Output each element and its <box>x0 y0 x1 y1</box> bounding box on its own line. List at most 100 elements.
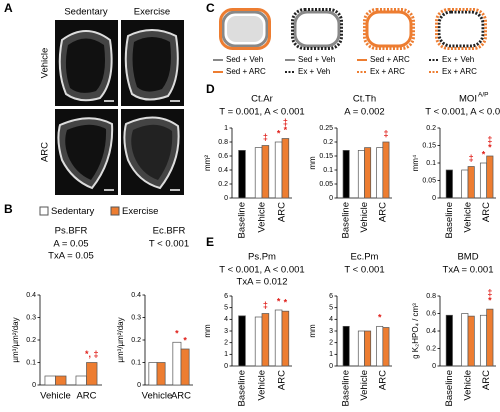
bar <box>357 150 365 199</box>
x-tick-label: Vehicle <box>359 370 370 401</box>
y-tick-label: 0.8 <box>426 293 436 300</box>
bar <box>467 315 475 367</box>
legend-label: Sed + ARC <box>226 67 266 76</box>
bar <box>238 150 246 199</box>
y-tick-label: 0 <box>224 363 228 370</box>
y-axis-label: µm³/µm²/day <box>116 317 125 362</box>
bar <box>479 314 488 367</box>
y-tick-label: 4 <box>224 316 228 323</box>
bar <box>261 145 270 199</box>
x-tick-label: Vehicle <box>463 370 474 401</box>
y-tick-label: 0 <box>329 195 333 202</box>
x-tick-label: Baseline <box>444 370 455 406</box>
legend-label: Sed + Veh <box>298 55 335 64</box>
significance-marker: * <box>277 128 281 138</box>
bar <box>156 362 166 386</box>
stats-text: T < 0.001, A < 0.001 <box>219 265 304 276</box>
y-tick-label: 0.05 <box>319 181 333 188</box>
y-tick-label: 0.2 <box>323 139 333 146</box>
stats-text: TxA = 0.001 <box>443 265 494 276</box>
bar <box>274 309 283 367</box>
bone-fill <box>227 16 263 42</box>
bar <box>281 138 290 199</box>
chart-title: Ps.BFR <box>55 226 88 237</box>
row-label: Vehicle <box>40 48 51 79</box>
x-tick-label: Vehicle <box>257 202 268 233</box>
bar <box>172 341 182 386</box>
bar <box>364 147 372 199</box>
y-tick-label: 0.1 <box>323 167 333 174</box>
significance-marker: * <box>284 125 288 135</box>
significance-marker: ‡ <box>263 300 268 310</box>
x-tick-label: ARC <box>76 391 96 402</box>
significance-marker: ‡ <box>469 153 474 163</box>
y-axis-label: mm⁴ <box>411 154 420 171</box>
significance-marker: ‡ <box>487 134 492 144</box>
bar <box>281 310 290 367</box>
chart-title: Ct.Ar <box>251 94 273 105</box>
x-tick-label: ARC <box>377 202 388 222</box>
y-tick-label: 0.1 <box>131 359 141 366</box>
y-tick-label: 0.3 <box>26 314 36 321</box>
y-axis-label: mm <box>203 324 212 338</box>
chart-title: Ps.Pm <box>248 252 276 263</box>
bone-outline <box>219 8 271 50</box>
y-tick-label: 0.25 <box>319 125 333 132</box>
y-tick-label: 6 <box>329 293 333 300</box>
y-tick-label: 0.2 <box>218 181 228 188</box>
bone-outline <box>221 10 269 48</box>
chart-title: Ct.Th <box>353 94 376 105</box>
bone-outline <box>291 8 343 50</box>
y-tick-label: 0 <box>224 195 228 202</box>
bar <box>55 375 67 386</box>
y-tick-label: 3 <box>329 328 333 335</box>
bar <box>148 362 158 386</box>
x-tick-label: Vehicle <box>142 391 173 402</box>
bar <box>180 348 190 386</box>
bar <box>261 313 270 367</box>
x-tick-label: Vehicle <box>463 202 474 233</box>
y-tick-label: 2 <box>224 340 228 347</box>
y-tick-label: 0 <box>432 363 436 370</box>
y-tick-label: 1 <box>224 125 228 132</box>
panel-label: A <box>4 1 13 15</box>
x-tick-label: Baseline <box>341 202 352 238</box>
y-tick-label: 0 <box>137 382 141 389</box>
bone-outline <box>363 8 415 50</box>
bar <box>461 169 469 199</box>
bone-marrow <box>65 38 105 93</box>
bar <box>376 147 384 199</box>
y-tick-label: 0.2 <box>131 337 141 344</box>
y-tick-label: 0.4 <box>131 292 141 299</box>
bar <box>486 308 494 367</box>
chart-title: BMD <box>457 252 478 263</box>
y-tick-label: 0 <box>432 195 436 202</box>
y-axis-label: mm² <box>203 155 212 171</box>
chart-title-sup: A/P <box>478 92 488 99</box>
bar <box>254 147 263 199</box>
bar <box>445 169 453 199</box>
significance-marker: * <box>284 298 288 308</box>
x-tick-label: ARC <box>277 202 288 222</box>
bar <box>238 315 246 367</box>
y-tick-label: 3 <box>224 328 228 335</box>
x-tick-label: Vehicle <box>40 391 71 402</box>
x-tick-label: ARC <box>481 202 492 222</box>
y-tick-label: 0.4 <box>218 167 228 174</box>
significance-marker: * <box>378 313 382 323</box>
legend-label: Ex + ARC <box>442 67 477 76</box>
y-tick-label: 0.4 <box>426 328 436 335</box>
y-tick-label: 6 <box>224 293 228 300</box>
stats-text: A = 0.002 <box>344 107 384 118</box>
y-tick-label: 0.6 <box>218 153 228 160</box>
bar <box>357 330 365 367</box>
bone-outline <box>435 8 487 50</box>
y-tick-label: 0.05 <box>422 177 436 184</box>
y-tick-label: 2 <box>329 340 333 347</box>
x-tick-label: ARC <box>277 370 288 390</box>
stats-text: T < 0.001, A < 0.001 <box>425 107 500 118</box>
significance-marker: ‡ <box>283 117 288 127</box>
stats-text: TxA = 0.05 <box>48 251 94 262</box>
bone-marrow <box>65 124 107 180</box>
significance-marker: * <box>488 142 492 152</box>
